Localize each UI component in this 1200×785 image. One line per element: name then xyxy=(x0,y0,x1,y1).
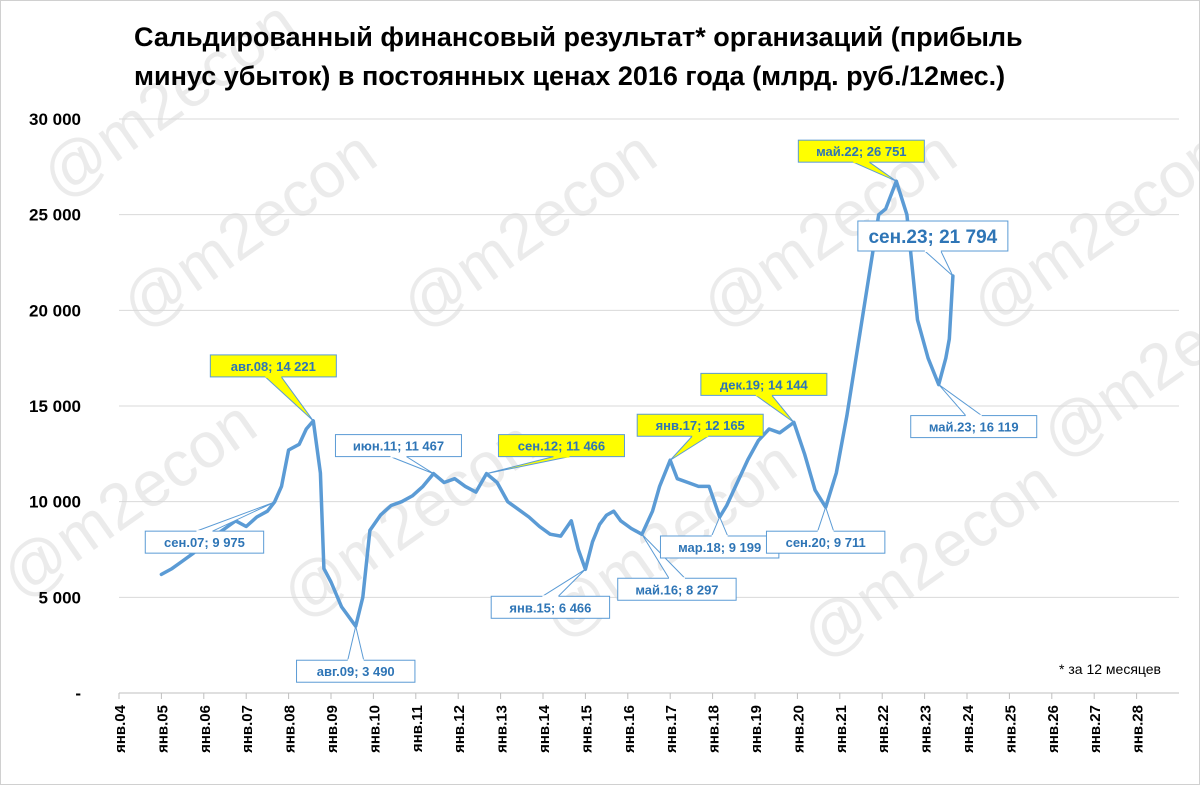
callout-pointer xyxy=(196,501,275,532)
callout-pointer xyxy=(938,384,984,417)
callout-label: сен.23; 21 794 xyxy=(868,227,997,248)
x-tick-label: янв.16 xyxy=(621,705,638,753)
watermark-text: @m2econ xyxy=(388,116,669,343)
x-tick-label: янв.04 xyxy=(112,704,129,753)
x-tick-label: янв.26 xyxy=(1045,705,1062,753)
callout-label: янв.15; 6 466 xyxy=(509,600,591,615)
data-callout: авг.09; 3 490 xyxy=(296,626,416,683)
callout-pointer xyxy=(347,626,365,661)
x-tick-label: янв.18 xyxy=(706,705,723,753)
callout-label: янв.17; 12 165 xyxy=(656,418,745,433)
callout-label: сен.20; 9 711 xyxy=(786,535,866,550)
x-tick-label: янв.23 xyxy=(918,705,935,753)
callout-pointer xyxy=(669,435,710,461)
footnote: * за 12 месяцев xyxy=(1059,661,1161,677)
data-callout: сен.23; 21 794 xyxy=(857,220,1009,277)
callout-pointer xyxy=(264,376,314,422)
x-tick-label: янв.27 xyxy=(1087,705,1104,753)
x-tick-label: янв.05 xyxy=(154,705,171,753)
data-callouts: авг.08; 14 221 сен.07; 9 975 авг.09; 3 490… xyxy=(144,139,1038,683)
data-callout: янв.17; 12 165 xyxy=(636,413,764,461)
x-tick-label: янв.20 xyxy=(790,705,807,753)
data-callout: май.22; 26 751 xyxy=(797,139,925,182)
y-axis-ticks: - 5 000 10 000 15 000 20 000 25 000 30 000 xyxy=(29,110,81,703)
y-tick-label: 5 000 xyxy=(38,588,81,607)
x-tick-label: янв.15 xyxy=(578,705,595,753)
y-tick-label: 15 000 xyxy=(29,397,81,416)
x-tick-label: янв.25 xyxy=(1002,705,1019,753)
x-tick-label: янв.07 xyxy=(239,705,256,753)
x-tick-label: янв.19 xyxy=(748,705,765,753)
x-tick-label: янв.08 xyxy=(282,705,299,753)
y-tick-label: 10 000 xyxy=(29,493,81,512)
x-tick-label: янв.14 xyxy=(536,704,553,753)
watermark-layer: @m2econ@m2econ @m2econ@m2econ@m2econ@m2ec… xyxy=(1,1,1199,672)
series-line xyxy=(159,179,955,628)
data-callout: янв.15; 6 466 xyxy=(490,568,611,619)
data-callout: май.23; 16 119 xyxy=(910,384,1038,439)
callout-box xyxy=(857,220,1009,252)
x-tick-label: янв.12 xyxy=(451,705,468,753)
callout-label: июн.11; 11 467 xyxy=(353,439,444,454)
watermark-text: @m2econ xyxy=(788,446,1069,673)
callout-label: май.23; 16 119 xyxy=(929,420,1019,435)
x-axis-ticks: янв.04 янв.05 янв.06 янв.07 янв.08 янв.09 янв.… xyxy=(112,693,1147,753)
x-tick-label: янв.24 xyxy=(960,704,977,753)
callout-label: май.16; 8 297 xyxy=(635,582,718,597)
chart-title-line-1: Сальдированный финансовый результат* орг… xyxy=(134,22,1023,52)
data-callout: сен.20; 9 711 xyxy=(765,505,886,554)
x-tick-label: янв.22 xyxy=(875,705,892,753)
x-tick-label: янв.17 xyxy=(663,705,680,753)
callout-pointer xyxy=(816,505,835,532)
x-tick-label: янв.28 xyxy=(1130,705,1147,753)
y-tick-label: - xyxy=(75,684,81,703)
chart-title-line-2: минус убыток) в постоянных ценах 2016 го… xyxy=(134,61,1005,91)
x-tick-label: янв.09 xyxy=(324,705,341,753)
callout-label: май.22; 26 751 xyxy=(816,144,906,159)
callout-label: сен.12; 11 466 xyxy=(518,439,605,454)
y-tick-label: 30 000 xyxy=(29,110,81,129)
callout-label: мар.18; 9 199 xyxy=(678,540,761,555)
callout-label: дек.19; 14 144 xyxy=(720,377,809,392)
data-callout: июн.11; 11 467 xyxy=(334,434,462,475)
callout-label: авг.08; 14 221 xyxy=(231,359,316,374)
callout-label: сен.07; 9 975 xyxy=(164,535,245,550)
callout-label: авг.09; 3 490 xyxy=(317,664,395,679)
x-tick-label: янв.06 xyxy=(197,705,214,753)
callout-pointer xyxy=(923,250,954,277)
data-callout: дек.19; 14 144 xyxy=(700,372,828,423)
y-tick-label: 20 000 xyxy=(29,301,81,320)
data-callout: сен.12; 11 466 xyxy=(486,434,625,475)
data-callout: сен.07; 9 975 xyxy=(144,501,275,554)
x-tick-label: янв.10 xyxy=(366,705,383,753)
x-tick-label: янв.11 xyxy=(409,705,426,752)
data-callout: авг.08; 14 221 xyxy=(209,354,337,422)
x-tick-label: янв.13 xyxy=(494,705,511,753)
x-tick-label: янв.21 xyxy=(833,705,850,753)
y-tick-label: 25 000 xyxy=(29,206,81,225)
